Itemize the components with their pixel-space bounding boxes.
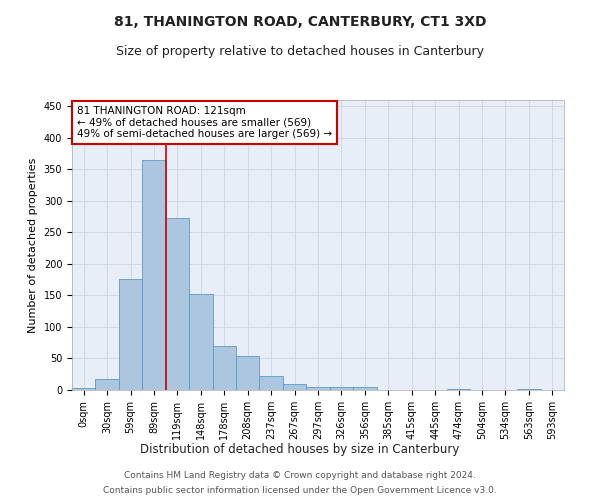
Text: Contains HM Land Registry data © Crown copyright and database right 2024.: Contains HM Land Registry data © Crown c…	[124, 471, 476, 480]
Bar	[283, 384, 306, 390]
Bar	[353, 387, 377, 390]
Text: Size of property relative to detached houses in Canterbury: Size of property relative to detached ho…	[116, 45, 484, 58]
Text: 81 THANINGTON ROAD: 121sqm
← 49% of detached houses are smaller (569)
49% of sem: 81 THANINGTON ROAD: 121sqm ← 49% of deta…	[77, 106, 332, 139]
Bar	[306, 387, 330, 390]
Bar	[330, 387, 353, 390]
Text: Distribution of detached houses by size in Canterbury: Distribution of detached houses by size …	[140, 442, 460, 456]
Bar	[119, 279, 142, 390]
Text: Contains public sector information licensed under the Open Government Licence v3: Contains public sector information licen…	[103, 486, 497, 495]
Bar	[236, 356, 259, 390]
Bar	[212, 346, 236, 390]
Bar	[166, 218, 189, 390]
Y-axis label: Number of detached properties: Number of detached properties	[28, 158, 38, 332]
Bar	[259, 376, 283, 390]
Bar	[142, 160, 166, 390]
Bar	[72, 388, 95, 390]
Bar	[95, 380, 119, 390]
Bar	[189, 294, 212, 390]
Text: 81, THANINGTON ROAD, CANTERBURY, CT1 3XD: 81, THANINGTON ROAD, CANTERBURY, CT1 3XD	[114, 15, 486, 29]
